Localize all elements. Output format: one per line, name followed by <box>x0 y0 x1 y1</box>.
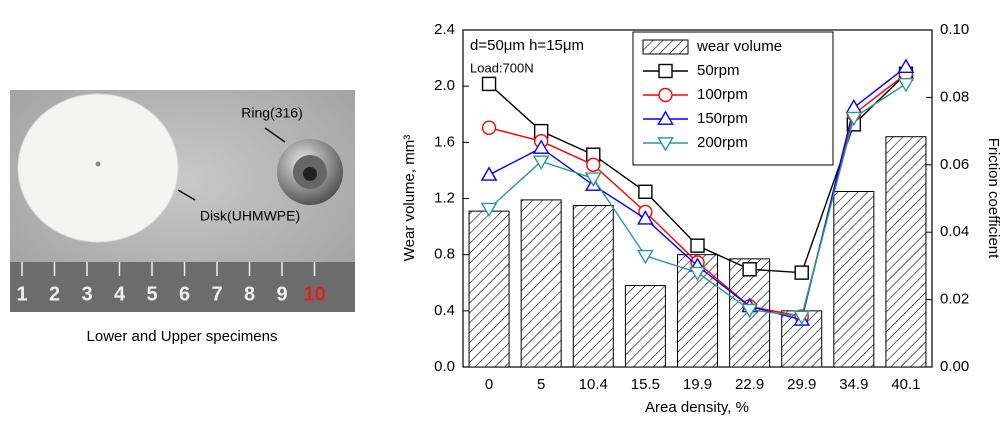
y2-tick-label: 0.08 <box>940 88 969 105</box>
annotation: Load:700N <box>470 60 534 75</box>
bar <box>520 199 562 368</box>
bar <box>468 210 510 368</box>
marker <box>532 139 550 154</box>
ruler-number: 2 <box>49 283 60 305</box>
y-tick-label: 1.6 <box>434 133 455 150</box>
y-tick-label: 2.4 <box>434 21 455 38</box>
ruler-number: 5 <box>146 283 157 305</box>
marker <box>897 78 915 93</box>
marker <box>638 184 653 199</box>
legend-label: 150rpm <box>697 110 748 127</box>
marker <box>584 172 602 187</box>
marker <box>637 210 654 225</box>
marker <box>897 58 915 73</box>
marker <box>586 157 601 173</box>
marker <box>532 155 550 170</box>
marker <box>794 265 809 280</box>
annotation: d=50μm h=15μm <box>470 37 584 54</box>
marker <box>481 120 497 135</box>
bar <box>624 285 666 368</box>
marker <box>845 98 863 114</box>
y-tick-label: 0.8 <box>434 246 455 263</box>
legend-label: 50rpm <box>697 62 740 79</box>
ruler-number: 4 <box>114 283 126 305</box>
x-tick-label: 0 <box>485 376 493 393</box>
legend-label: 100rpm <box>697 86 748 103</box>
legend-label: 200rpm <box>697 134 748 151</box>
x-tick-label: 40.1 <box>891 376 920 393</box>
marker <box>480 202 498 218</box>
bar <box>833 190 875 368</box>
y-tick-label: 2.0 <box>434 77 455 94</box>
marker <box>657 110 674 125</box>
x-tick-label: 19.9 <box>683 376 712 393</box>
marker <box>741 303 758 319</box>
y2-tick-label: 0.10 <box>940 21 969 38</box>
x-tick-label: 15.5 <box>631 376 660 393</box>
ruler-number: 6 <box>179 283 190 305</box>
arrow <box>264 127 286 143</box>
marker <box>845 111 863 127</box>
photo-label: Ring(316) <box>241 105 302 121</box>
ruler-number: 1 <box>16 283 27 305</box>
marker <box>637 249 654 265</box>
marker <box>689 266 706 282</box>
marker <box>657 137 674 152</box>
x-tick-label: 10.4 <box>579 376 608 393</box>
x-tick-label: 29.9 <box>787 376 816 393</box>
disk-hole <box>95 161 101 167</box>
y2-tick-label: 0.04 <box>940 223 969 240</box>
ruler-number: 10 <box>303 283 325 305</box>
arrow <box>177 189 196 201</box>
marker <box>742 262 757 277</box>
photo-label: Disk(UHMWPE) <box>200 208 300 224</box>
x-tick-label: 5 <box>537 376 545 393</box>
bar <box>885 136 927 368</box>
y-axis-label: Wear volume, mm³ <box>401 135 418 261</box>
y-tick-label: 1.2 <box>434 189 455 206</box>
photo: Ring(316) Disk(UHMWPE) 1 2 3 4 5 6 7 8 9 10 Lower… <box>10 90 355 345</box>
ruler-number: 9 <box>276 283 287 305</box>
marker <box>690 238 705 253</box>
x-tick-label: 34.9 <box>839 376 868 393</box>
y2-tick-label: 0.06 <box>940 156 969 173</box>
y2-tick-label: 0.00 <box>940 358 969 375</box>
legend-swatch <box>642 39 689 55</box>
y2-tick-label: 0.02 <box>940 291 969 308</box>
ruler-number: 7 <box>211 283 222 305</box>
caption: Lower and Upper specimens <box>87 328 278 345</box>
marker <box>793 310 811 325</box>
ring-hole <box>303 167 317 181</box>
ruler-number: 3 <box>81 283 92 305</box>
x-axis-label: Area density, % <box>645 399 749 416</box>
ruler <box>10 262 355 312</box>
legend-label: wear volume <box>696 38 782 55</box>
marker <box>481 76 497 92</box>
marker <box>480 166 498 181</box>
disk <box>17 93 179 243</box>
y-tick-label: 0.4 <box>434 302 455 319</box>
ruler-number: 8 <box>244 283 255 305</box>
marker <box>658 63 673 79</box>
y2-axis-label: Friction coefficient <box>985 138 1002 259</box>
x-tick-label: 22.9 <box>735 376 764 393</box>
y-tick-label: 0.0 <box>434 358 455 375</box>
bar <box>572 205 614 368</box>
marker <box>658 87 673 103</box>
